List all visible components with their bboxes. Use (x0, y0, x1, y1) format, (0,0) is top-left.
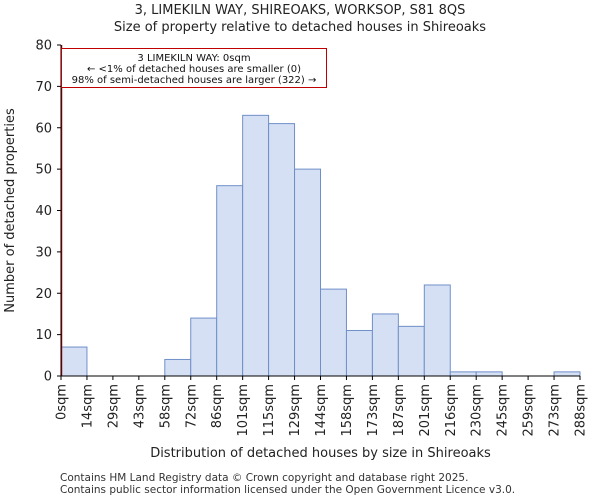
x-tick-label: 201sqm (418, 384, 433, 437)
histogram-bar (345, 329, 373, 377)
histogram-bar (242, 114, 270, 377)
y-tick-label: 50 (35, 163, 52, 178)
y-tick-label: 70 (35, 80, 52, 95)
x-tick-label: 273sqm (548, 384, 563, 437)
x-tick-label: 58sqm (158, 384, 173, 428)
histogram-bar (60, 346, 88, 377)
histogram-bar (397, 325, 425, 377)
x-tick-label: 29sqm (106, 384, 121, 428)
histogram-bar (190, 317, 218, 377)
histogram-bar (294, 168, 321, 377)
chart-title: 3, LIMEKILN WAY, SHIREOAKS, WORKSOP, S81… (134, 3, 466, 18)
histogram-bar (320, 288, 347, 377)
histogram-bar (268, 123, 296, 377)
x-tick-label: 0sqm (55, 384, 70, 420)
y-axis-label: Number of detached properties (3, 108, 18, 313)
annotation-box: 3 LIMEKILN WAY: 0sqm ← <1% of detached h… (61, 48, 327, 88)
histogram-bar (216, 185, 244, 377)
x-tick-label: 245sqm (496, 384, 511, 437)
x-tick-label: 129sqm (288, 384, 303, 437)
x-tick-label: 86sqm (210, 384, 225, 428)
y-tick-label: 60 (35, 121, 52, 136)
annotation-line-2: ← <1% of detached houses are smaller (0) (87, 64, 301, 75)
y-tick-label: 80 (35, 39, 52, 54)
y-tick-label: 10 (35, 328, 52, 343)
footer-line-1: Contains HM Land Registry data © Crown c… (60, 472, 469, 484)
x-tick-label: 43sqm (132, 384, 147, 428)
x-tick-label: 158sqm (340, 384, 355, 437)
histogram-bar (164, 358, 192, 377)
x-tick-label: 230sqm (470, 384, 485, 437)
y-tick-label: 30 (35, 245, 52, 260)
y-tick-label: 20 (35, 287, 52, 302)
chart-subtitle: Size of property relative to detached ho… (113, 20, 487, 35)
x-tick-label: 187sqm (392, 384, 407, 437)
histogram-bar (449, 371, 477, 377)
histogram-bar (423, 284, 451, 377)
histogram-chart: 0 10 20 30 40 50 60 70 80 0sqm 14sqm 29sqm 43sqm 58s… (3, 39, 589, 462)
histogram-bar (475, 371, 503, 377)
footer-line-2: Contains public sector information licen… (60, 484, 516, 496)
x-tick-label: 115sqm (262, 384, 277, 437)
x-tick-label: 216sqm (444, 384, 459, 437)
x-tick-label: 288sqm (574, 384, 589, 437)
x-tick-label: 173sqm (366, 384, 381, 437)
x-tick-label: 144sqm (314, 384, 329, 437)
histogram-bar (371, 313, 399, 377)
histogram-bar (553, 371, 581, 377)
x-tick-label: 72sqm (184, 384, 199, 428)
annotation-line-1: 3 LIMEKILN WAY: 0sqm (137, 53, 250, 64)
y-tick-label: 40 (35, 204, 52, 219)
x-tick-label: 259sqm (522, 384, 537, 437)
x-tick-label: 14sqm (80, 384, 95, 428)
y-tick-label: 0 (44, 370, 52, 385)
x-tick-label: 101sqm (236, 384, 251, 437)
x-axis-label: Distribution of detached houses by size … (150, 446, 491, 461)
annotation-line-3: 98% of semi-detached houses are larger (… (72, 75, 317, 86)
